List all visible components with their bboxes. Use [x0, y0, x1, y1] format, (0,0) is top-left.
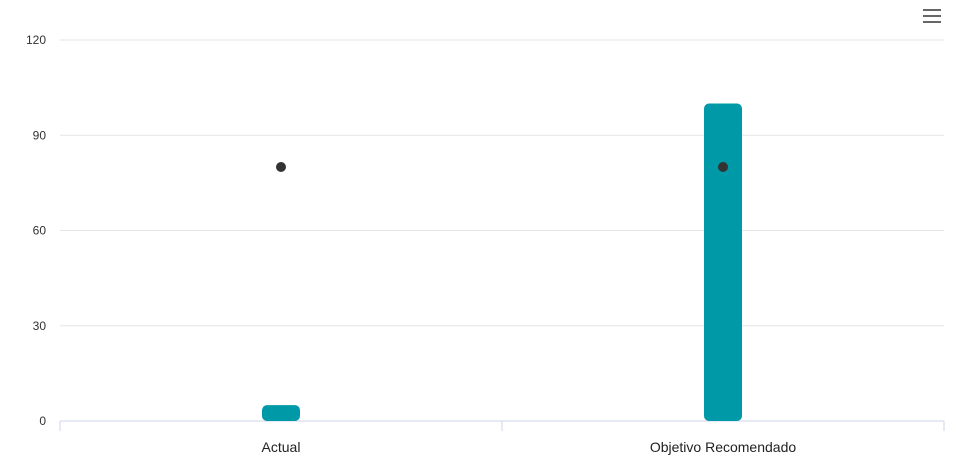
x-axis-labels: Actual Objetivo Recomendado [262, 439, 797, 455]
y-tick-label: 90 [33, 128, 47, 142]
grid-lines [60, 39, 944, 327]
y-axis-ticks: 0 30 60 90 120 [26, 33, 46, 428]
bar[interactable] [704, 103, 742, 422]
y-tick-label: 120 [26, 33, 46, 47]
x-tick-label: Objetivo Recomendado [650, 439, 797, 455]
x-tick-label: Actual [262, 439, 301, 455]
bar-series [262, 103, 742, 422]
x-axis [59, 420, 945, 431]
marker-series [276, 162, 728, 172]
marker-point[interactable] [276, 162, 286, 172]
marker-point[interactable] [718, 162, 728, 172]
y-tick-label: 60 [33, 224, 47, 238]
y-tick-label: 0 [39, 414, 46, 428]
y-tick-label: 30 [33, 319, 47, 333]
bar[interactable] [262, 405, 300, 421]
hamburger-menu-icon[interactable] [920, 6, 944, 26]
